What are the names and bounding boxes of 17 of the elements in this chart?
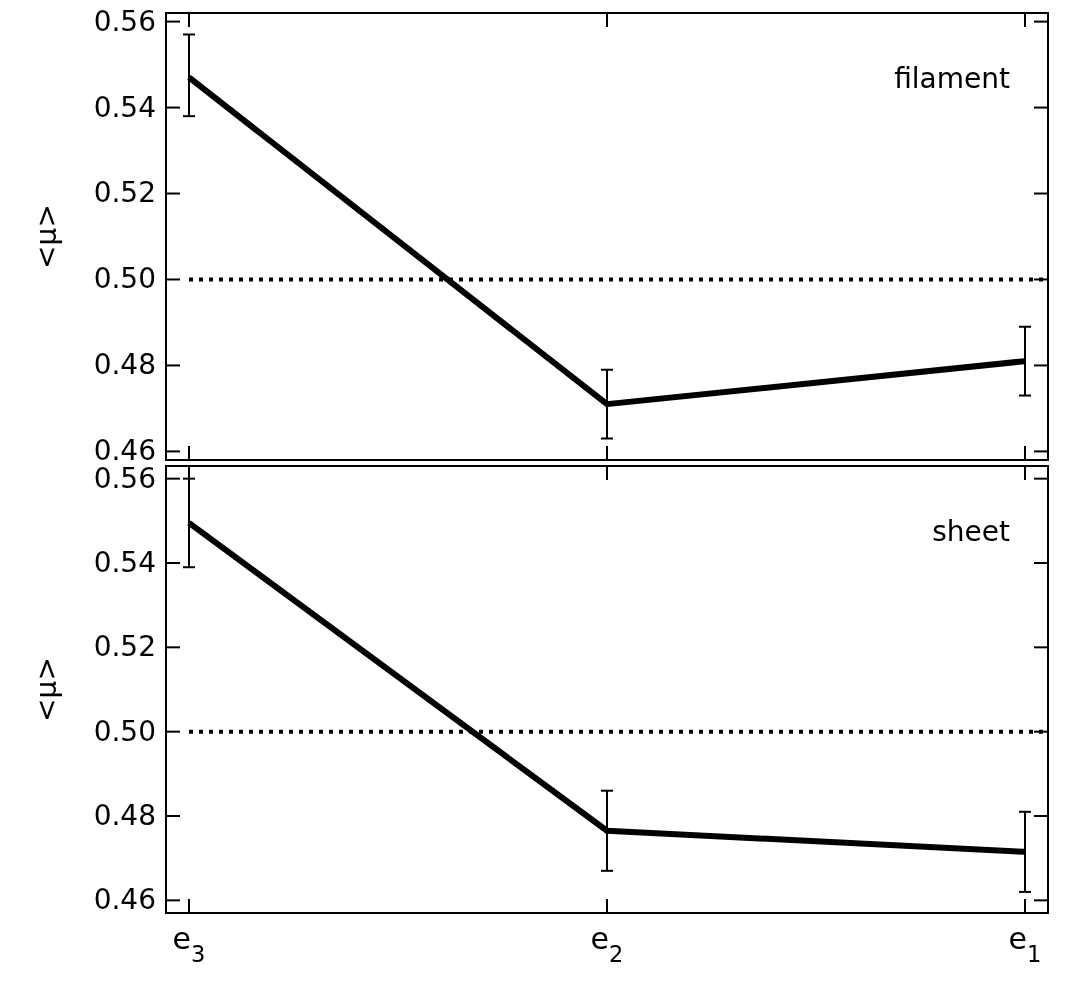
y-tick-label: 0.54 [93, 90, 156, 124]
y-tick-label: 0.50 [93, 262, 156, 296]
y-tick-label: 0.48 [93, 798, 156, 832]
y-tick-label: 0.48 [93, 348, 156, 382]
y-tick-label: 0.56 [93, 4, 156, 38]
y-axis-title: <μ> [30, 657, 63, 722]
y-tick-label: 0.50 [93, 714, 156, 748]
x-tick-label: e$_{1}$ [1008, 921, 1042, 967]
annotation: sheet [932, 515, 1011, 548]
y-tick-label: 0.54 [93, 545, 156, 579]
y-tick-label: 0.52 [93, 630, 156, 664]
y-tick-label: 0.46 [93, 883, 156, 917]
x-tick-label: e$_{3}$ [172, 921, 206, 967]
annotation: filament [894, 62, 1011, 95]
y-axis-title: <μ> [30, 204, 63, 269]
y-tick-label: 0.52 [93, 176, 156, 210]
x-tick-label: e$_{2}$ [590, 921, 624, 967]
